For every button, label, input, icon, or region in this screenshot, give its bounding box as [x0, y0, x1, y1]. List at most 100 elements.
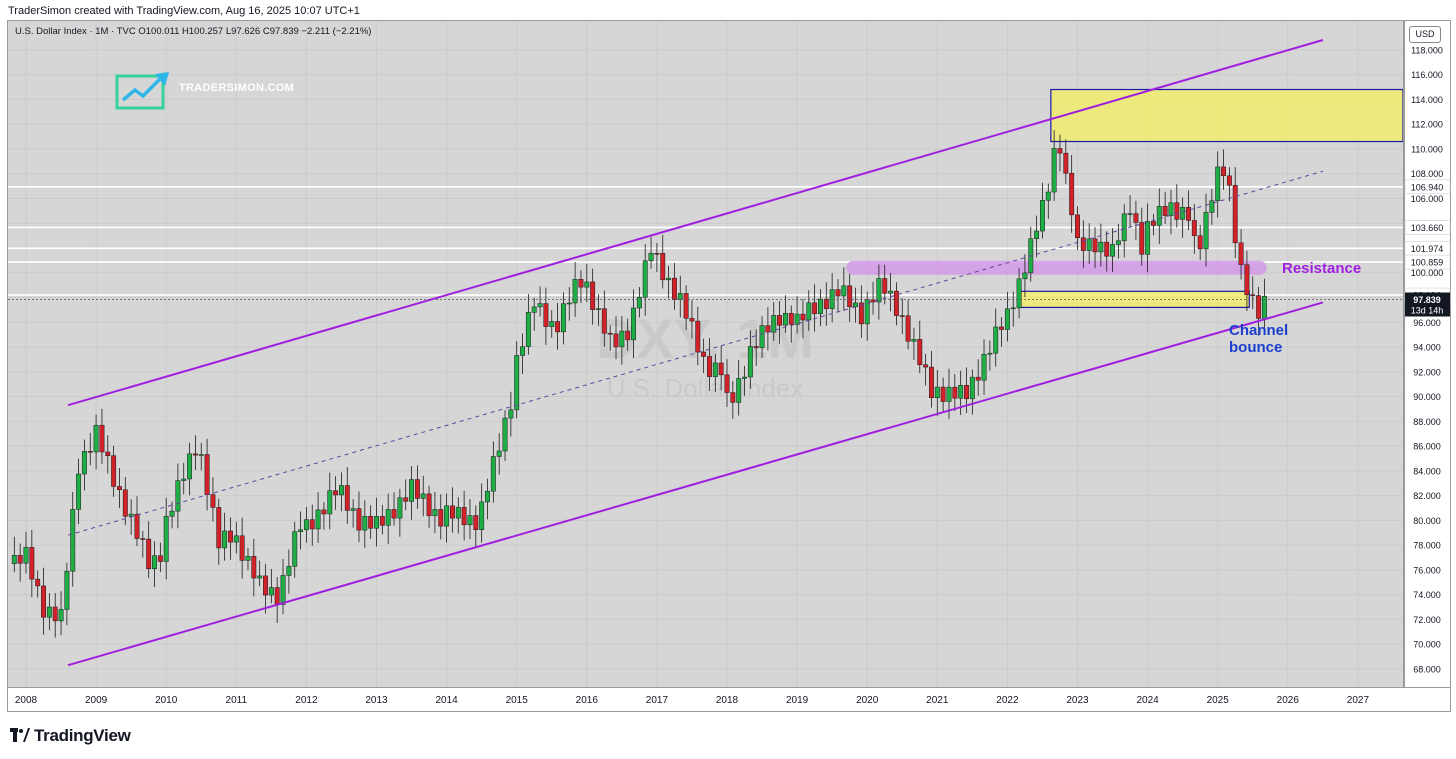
candle-body	[1156, 206, 1162, 226]
candle-body	[847, 285, 853, 307]
time-axis[interactable]	[7, 688, 1451, 712]
candle-body	[893, 290, 899, 316]
candle-body	[1086, 238, 1092, 251]
candle-body	[298, 529, 304, 532]
x-tick-label: 2025	[1207, 695, 1230, 706]
candle-body	[625, 330, 631, 341]
candle-body	[181, 478, 187, 481]
x-tick-label: 2015	[506, 695, 529, 706]
candle-body	[356, 508, 362, 531]
candle-body	[280, 575, 286, 605]
x-tick-label: 2008	[15, 695, 38, 706]
candle-body	[940, 386, 946, 402]
candle-body	[812, 302, 818, 315]
y-tick-label: 96.000	[1413, 318, 1441, 328]
candle-body	[946, 386, 952, 402]
x-tick-label: 2022	[996, 695, 1019, 706]
candles	[11, 130, 1267, 638]
candle-body	[87, 451, 93, 453]
candle-body	[1092, 238, 1098, 253]
candle-body	[46, 606, 52, 618]
candle-body	[152, 555, 157, 570]
candle-body	[403, 497, 409, 502]
candle-body	[742, 376, 747, 379]
candle-body	[292, 531, 298, 567]
candle-body	[601, 308, 607, 334]
tradingview-brand: TradingView	[10, 726, 131, 746]
candle-body	[1238, 242, 1244, 265]
candle-body	[596, 308, 601, 310]
y-tick-label: 80.000	[1413, 516, 1441, 526]
candle-body	[140, 538, 146, 540]
candle-body	[1145, 221, 1151, 255]
candle-body	[339, 485, 344, 496]
x-tick-label: 2024	[1136, 695, 1159, 706]
candle-body	[882, 278, 888, 294]
candle-body	[1040, 200, 1045, 232]
channel-line	[67, 301, 1324, 667]
candle-body	[204, 454, 210, 495]
candle-body	[788, 312, 794, 325]
candle-body	[590, 281, 596, 310]
candle-body	[555, 321, 561, 333]
x-tick-label: 2020	[856, 695, 879, 706]
symbol-info-line[interactable]: U.S. Dollar Index · 1M · TVC O100.011 H1…	[15, 26, 372, 37]
candle-body	[1139, 222, 1145, 255]
candle-body	[1209, 200, 1215, 213]
candle-body	[911, 339, 917, 342]
y-tick-label: 74.000	[1413, 590, 1441, 600]
y-tick-label: 110.000	[1411, 144, 1443, 154]
candle-body	[566, 302, 572, 305]
candle-body	[321, 509, 327, 515]
candle-body	[712, 362, 718, 377]
candle-body	[111, 455, 117, 487]
candle-body	[420, 493, 426, 499]
candle-body	[853, 302, 858, 307]
candle-body	[1104, 241, 1110, 257]
candle-body	[479, 501, 485, 530]
candle-body	[327, 490, 333, 515]
candle-body	[1010, 307, 1016, 310]
key-level-label: 101.974	[1411, 244, 1444, 254]
x-tick-label: 2013	[365, 695, 388, 706]
candle-body	[952, 386, 958, 399]
y-tick-label: 72.000	[1413, 615, 1441, 625]
candle-body	[274, 587, 280, 605]
y-tick-label: 78.000	[1413, 541, 1441, 551]
candle-body	[58, 609, 64, 622]
y-tick-label: 118.000	[1411, 45, 1443, 55]
currency-button[interactable]: USD	[1409, 26, 1441, 43]
price-chart: DXY, 1M U.S. Dollar Index 2008 2009 2010 20…	[8, 21, 1451, 706]
candle-body	[134, 513, 140, 539]
last-price-tag	[1405, 292, 1450, 317]
x-tick-label: 2026	[1277, 695, 1300, 706]
candle-body	[496, 450, 502, 457]
candle-body	[35, 578, 41, 587]
candle-body	[41, 585, 46, 618]
candle-body	[771, 315, 777, 333]
candle-body	[438, 509, 444, 527]
candle-body	[233, 535, 239, 543]
price-axis[interactable]	[1404, 20, 1451, 688]
candle-body	[93, 424, 99, 453]
candle-body	[81, 451, 87, 475]
candle-body	[818, 298, 823, 315]
candle-body	[70, 509, 76, 572]
candle-body	[315, 509, 321, 530]
candle-body	[917, 339, 923, 365]
candle-body	[1133, 213, 1139, 223]
candle-body	[1051, 148, 1057, 193]
candle-body	[619, 330, 625, 348]
candle-body	[689, 318, 695, 322]
candle-body	[391, 509, 397, 519]
candle-body	[1110, 244, 1115, 257]
candle-body	[736, 378, 742, 403]
candle-body	[607, 332, 613, 335]
candle-body	[631, 307, 636, 341]
candle-body	[1057, 148, 1063, 154]
candle-body	[216, 507, 222, 549]
candle-body	[426, 493, 432, 517]
candle-body	[1250, 294, 1256, 296]
candle-body	[864, 299, 870, 325]
